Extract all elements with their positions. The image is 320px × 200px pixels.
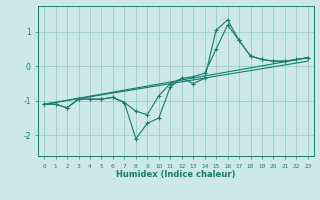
X-axis label: Humidex (Indice chaleur): Humidex (Indice chaleur) bbox=[116, 170, 236, 179]
